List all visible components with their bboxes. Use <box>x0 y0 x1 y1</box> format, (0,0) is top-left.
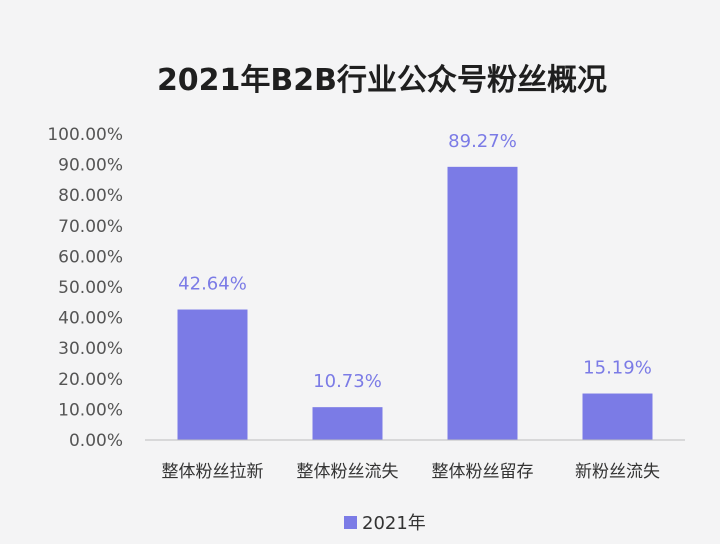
y-tick-label: 100.00% <box>47 125 123 145</box>
x-tick-label: 新粉丝流失 <box>575 462 660 482</box>
bar <box>447 166 518 440</box>
y-tick-label: 60.00% <box>58 247 123 267</box>
y-tick-label: 50.00% <box>58 278 123 298</box>
y-tick-label: 40.00% <box>58 309 123 329</box>
y-tick-label: 0.00% <box>69 431 123 451</box>
legend-swatch <box>344 516 357 529</box>
y-tick-label: 20.00% <box>58 370 123 390</box>
y-tick-label: 80.00% <box>58 186 123 206</box>
x-axis: 整体粉丝拉新 整体粉丝流失 整体粉丝留存 新粉丝流失 <box>145 439 685 482</box>
y-tick-label: 90.00% <box>58 156 123 176</box>
y-tick-label: 70.00% <box>58 217 123 237</box>
data-label: 89.27% <box>448 131 517 152</box>
x-tick-label: 整体粉丝拉新 <box>162 462 264 482</box>
chart-title: 2021年B2B行业公众号粉丝概况 <box>157 63 607 98</box>
bar <box>582 393 653 440</box>
bar <box>177 309 248 440</box>
bars: 42.64% 10.73% 89.27% 15.19% <box>177 131 653 440</box>
x-tick-label: 整体粉丝留存 <box>432 462 534 482</box>
legend-label: 2021年 <box>362 513 426 534</box>
data-label: 10.73% <box>313 371 382 392</box>
data-label: 15.19% <box>583 358 652 379</box>
x-tick-label: 整体粉丝流失 <box>297 462 399 482</box>
bar <box>312 407 383 440</box>
data-label: 42.64% <box>178 274 247 295</box>
y-tick-label: 30.00% <box>58 339 123 359</box>
y-tick-label: 10.00% <box>58 400 123 420</box>
legend: 2021年 <box>344 513 426 534</box>
y-axis: 0.00% 10.00% 20.00% 30.00% 40.00% 50.00% 60.00… <box>47 125 123 451</box>
